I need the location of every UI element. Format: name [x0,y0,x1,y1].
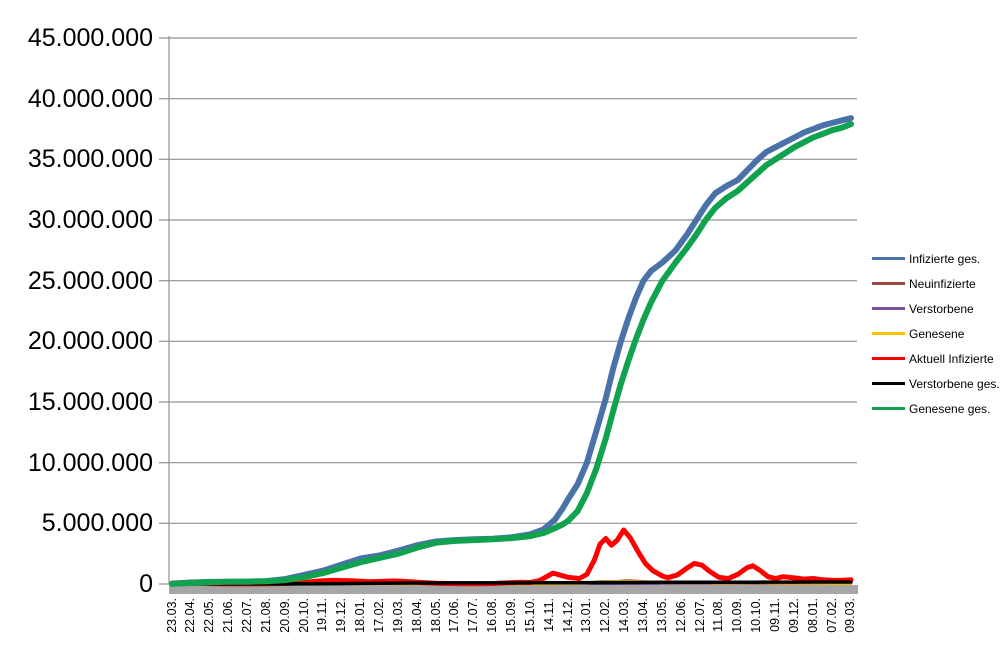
legend-line-sample [872,257,905,260]
x-tick-label: 19.03. [390,598,405,633]
x-tick-label: 15.09. [503,598,518,633]
y-tick-label: 45.000.000 [27,24,153,52]
legend-item: Genesene [872,321,1000,346]
legend-line-sample [872,282,905,285]
x-tick-label: 20.09. [277,598,292,633]
x-tick-label: 12.07. [692,598,707,633]
x-tick-label: 10.10. [749,598,764,633]
legend-item: Neuinfizierte [872,271,1000,296]
y-tick-label: 30.000.000 [27,206,153,234]
legend-line-sample [872,407,905,410]
legend-label: Verstorbene ges. [909,376,1000,391]
x-tick-label: 13.05. [654,598,669,633]
x-tick-label: 19.12. [334,598,349,633]
y-tick-label: 20.000.000 [27,327,153,356]
x-axis-bar [169,585,858,594]
y-tick-label: 15.000.000 [27,388,153,416]
series-line-verstorbene-ges [170,580,853,586]
x-tick-label: 18.04. [409,598,424,633]
legend-label: Genesene ges. [909,401,991,416]
y-tick-label: 0 [139,570,153,598]
x-tick-label: 17.02. [371,598,386,633]
legend-label: Verstorbene [909,301,974,316]
legend-item: Genesene ges. [872,396,1000,421]
x-tick-label: 17.06. [447,598,462,633]
legend-line-sample [872,382,905,385]
x-tick-label: 22.04. [183,598,198,633]
x-tick-label: 14.03. [617,598,632,633]
legend-line-sample [872,307,905,310]
x-tick-label: 11.08. [711,598,726,632]
legend-item: Infizierte ges. [872,246,1000,271]
x-tick-label: 19.11. [315,598,330,632]
x-tick-label: 18.01. [353,598,368,633]
series-line-infizierte-ges [169,115,854,587]
legend-line-sample [872,332,905,335]
legend-item: Verstorbene ges. [872,371,1000,396]
x-tick-label: 08.01. [805,598,820,633]
legend: Infizierte ges. Neuinfizierte Verstorbene G… [872,246,1000,421]
x-tick-label: 16.08. [485,598,500,633]
legend-label: Genesene [909,326,965,341]
x-tick-label: 14.12. [560,598,575,633]
legend-label: Aktuell Infizierte [909,351,994,366]
y-tick-label: 25.000.000 [27,266,153,295]
x-tick-label: 14.11. [541,598,556,632]
y-tick-label: 5.000.000 [41,509,153,538]
x-tick-label: 12.06. [673,598,688,633]
y-tick-label: 35.000.000 [27,145,153,174]
x-tick-label: 07.02. [824,598,839,633]
x-tick-label: 21.06. [221,598,236,633]
x-tick-label: 22.05. [202,598,217,633]
x-tick-label: 21.08. [258,598,273,633]
legend-label: Infizierte ges. [909,251,981,266]
legend-item: Aktuell Infizierte [872,346,1000,371]
x-tick-label: 13.04. [636,598,650,633]
x-tick-label: 23.03. [164,598,179,633]
x-tick-label: 09.11. [768,598,783,632]
x-tick-label: 20.10. [296,598,311,633]
x-tick-label: 10.09. [730,598,745,633]
x-tick-label: 22.07. [239,598,254,633]
x-tick-label: 09.03. [843,598,858,633]
y-tick-label: 40.000.000 [27,84,153,113]
x-tick-label: 18.05. [428,598,443,633]
x-tick-label: 09.12. [786,598,801,633]
x-tick-label: 12.02. [598,598,613,633]
y-tick-label: 10.000.000 [27,448,153,477]
x-tick-label: 13.01. [579,598,594,633]
series-line-aktuell-infizierte [169,527,854,587]
legend-line-sample [872,357,905,360]
series-line-genesene-ges [169,121,854,587]
x-tick-label: 15.10. [522,598,537,633]
legend-label: Neuinfizierte [909,276,976,291]
x-tick-label: 17.07. [466,598,481,633]
legend-item: Verstorbene [872,296,1000,321]
